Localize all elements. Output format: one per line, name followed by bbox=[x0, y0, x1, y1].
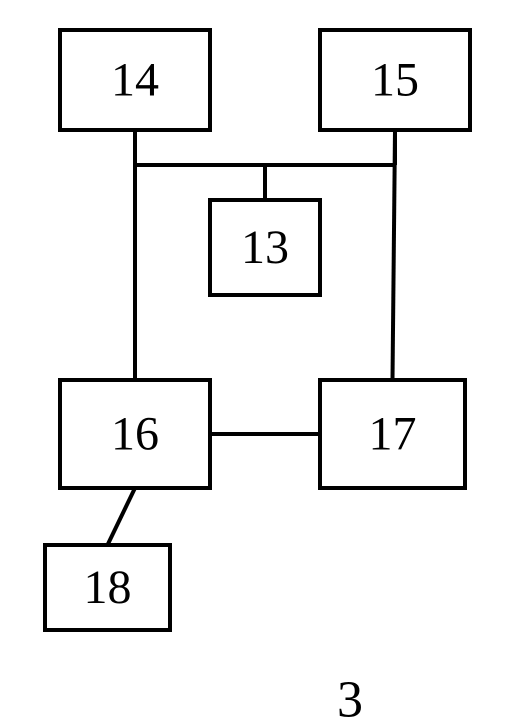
figure-label: 3 bbox=[337, 672, 363, 727]
node-label-n13: 13 bbox=[241, 221, 289, 274]
node-label-n15: 15 bbox=[371, 54, 419, 107]
node-n13: 13 bbox=[210, 200, 320, 295]
node-n14: 14 bbox=[60, 30, 210, 130]
node-label-n16: 16 bbox=[111, 408, 159, 461]
edge-n16-n18 bbox=[108, 488, 136, 545]
node-n15: 15 bbox=[320, 30, 470, 130]
edge-n15-n17 bbox=[393, 130, 396, 380]
node-label-n17: 17 bbox=[369, 408, 417, 461]
node-n17: 17 bbox=[320, 380, 465, 488]
node-n16: 16 bbox=[60, 380, 210, 488]
node-label-n18: 18 bbox=[84, 561, 132, 614]
node-n18: 18 bbox=[45, 545, 170, 630]
node-label-n14: 14 bbox=[111, 54, 159, 107]
